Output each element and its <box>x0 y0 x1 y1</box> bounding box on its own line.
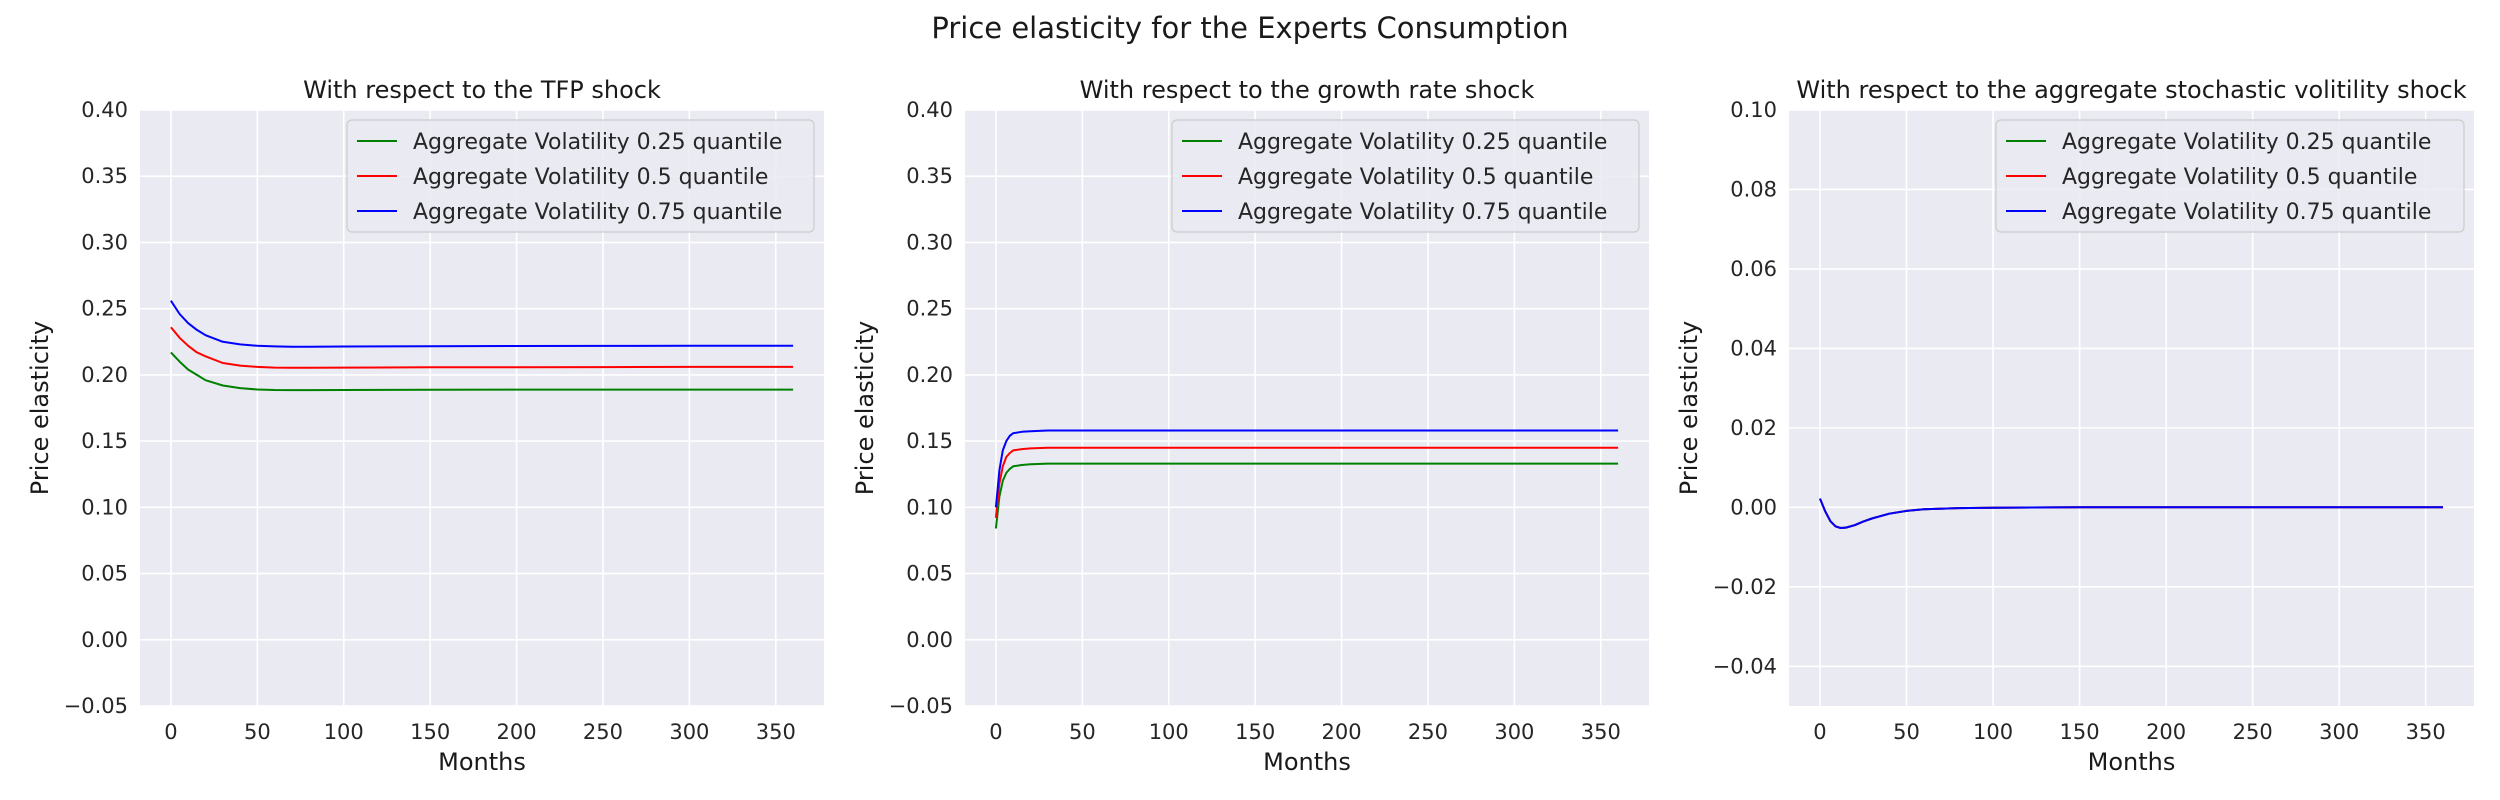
series-line-3 <box>1819 498 2443 529</box>
x-tick-label: 150 <box>410 720 450 744</box>
legend: Aggregate Volatility 0.25 quantile Aggreg… <box>346 119 815 233</box>
legend-box <box>1171 119 1640 233</box>
x-tick-label: 200 <box>497 720 537 744</box>
series-line-3 <box>994 429 1619 508</box>
legend-box <box>346 119 815 233</box>
legend-label: Aggregate Volatility 0.75 quantile <box>1238 200 1607 225</box>
x-tick-label: 150 <box>1235 720 1275 744</box>
x-tick-label: 350 <box>1581 720 1621 744</box>
y-tick-label: 0.06 <box>1730 257 1777 281</box>
x-axis-label: Months <box>2088 748 2176 776</box>
y-tick-label: 0.40 <box>906 98 953 122</box>
legend-label: Aggregate Volatility 0.25 quantile <box>413 130 782 155</box>
y-tick-label: 0.05 <box>906 562 953 586</box>
y-tick-label: 0.30 <box>906 230 953 254</box>
y-tick-label: −0.05 <box>889 694 953 718</box>
x-axis-label: Months <box>438 748 526 776</box>
x-tick-label: 200 <box>2146 720 2186 744</box>
x-tick-label: 250 <box>1408 720 1448 744</box>
y-tick-label: 0.25 <box>906 297 953 321</box>
figure-title: Price elasticity for the Experts Consump… <box>931 11 1568 45</box>
panel-title: With respect to the growth rate shock <box>1080 76 1535 104</box>
chart-panel-1: 0 50 100 150 200 250 300 350 −0.05 0.00 0.05 0.10 0.… <box>26 76 824 776</box>
x-tick-label: 300 <box>1494 720 1534 744</box>
y-tick-label: 0.40 <box>81 98 128 122</box>
series-line-2 <box>994 446 1619 519</box>
y-tick-label: 0.00 <box>906 628 953 652</box>
legend-label: Aggregate Volatility 0.25 quantile <box>2062 130 2431 155</box>
x-tick-label: 50 <box>244 720 271 744</box>
y-tick-label: 0.10 <box>906 495 953 519</box>
series-line-3 <box>170 300 794 348</box>
x-tick-label: 250 <box>583 720 623 744</box>
x-tick-label: 0 <box>1813 720 1826 744</box>
legend-label: Aggregate Volatility 0.5 quantile <box>2062 165 2417 190</box>
series-line-1 <box>170 351 794 392</box>
y-tick-label: 0.00 <box>81 628 128 652</box>
y-tick-label: −0.04 <box>1713 654 1777 678</box>
x-tick-label: 50 <box>1893 720 1920 744</box>
x-tick-label: 100 <box>324 720 364 744</box>
y-tick-label: 0.08 <box>1730 177 1777 201</box>
y-tick-label: 0.02 <box>1730 416 1777 440</box>
x-tick-label: 250 <box>2233 720 2273 744</box>
y-tick-label: 0.25 <box>81 297 128 321</box>
legend-label: Aggregate Volatility 0.75 quantile <box>413 200 782 225</box>
y-tick-label: −0.02 <box>1713 575 1777 599</box>
x-tick-label: 150 <box>2060 720 2100 744</box>
series-line-2 <box>170 326 794 369</box>
y-tick-label: 0.30 <box>81 230 128 254</box>
y-axis-label: Price elasticity <box>26 321 54 495</box>
y-tick-label: 0.00 <box>1730 495 1777 519</box>
chart-panel-2: 0 50 100 150 200 250 300 350 −0.05 0.00 0.05 0.10 0.… <box>851 76 1649 776</box>
y-tick-label: 0.20 <box>81 363 128 387</box>
series-line-1 <box>994 462 1619 529</box>
y-axis-label: Price elasticity <box>1675 321 1703 495</box>
y-axis-label: Price elasticity <box>851 321 879 495</box>
x-tick-label: 50 <box>1069 720 1096 744</box>
x-tick-label: 100 <box>1973 720 2013 744</box>
y-tick-label: 0.15 <box>906 429 953 453</box>
x-tick-label: 0 <box>989 720 1002 744</box>
legend-label: Aggregate Volatility 0.5 quantile <box>1238 165 1593 190</box>
legend: Aggregate Volatility 0.25 quantile Aggreg… <box>1995 119 2465 233</box>
x-tick-label: 300 <box>2319 720 2359 744</box>
x-tick-label: 200 <box>1322 720 1362 744</box>
y-tick-label: 0.35 <box>906 164 953 188</box>
x-tick-label: 100 <box>1149 720 1189 744</box>
x-tick-label: 350 <box>756 720 796 744</box>
y-tick-label: 0.04 <box>1730 336 1777 360</box>
y-tick-label: −0.05 <box>64 694 128 718</box>
panel-title: With respect to the aggregate stochastic… <box>1796 76 2466 104</box>
legend: Aggregate Volatility 0.25 quantile Aggreg… <box>1171 119 1640 233</box>
chart-panel-3: 0 50 100 150 200 250 300 350 −0.04 −0.02 0.00 0.02 0… <box>1675 76 2474 776</box>
panel-title: With respect to the TFP shock <box>303 76 661 104</box>
legend-box <box>1995 119 2465 233</box>
y-tick-label: 0.20 <box>906 363 953 387</box>
x-axis-label: Months <box>1263 748 1351 776</box>
y-tick-label: 0.15 <box>81 429 128 453</box>
y-tick-label: 0.05 <box>81 562 128 586</box>
legend-label: Aggregate Volatility 0.75 quantile <box>2062 200 2431 225</box>
x-tick-label: 300 <box>669 720 709 744</box>
legend-label: Aggregate Volatility 0.5 quantile <box>413 165 768 190</box>
y-tick-label: 0.10 <box>81 495 128 519</box>
legend-label: Aggregate Volatility 0.25 quantile <box>1238 130 1607 155</box>
y-tick-label: 0.35 <box>81 164 128 188</box>
y-tick-label: 0.10 <box>1730 98 1777 122</box>
x-tick-label: 0 <box>164 720 177 744</box>
x-tick-label: 350 <box>2406 720 2446 744</box>
